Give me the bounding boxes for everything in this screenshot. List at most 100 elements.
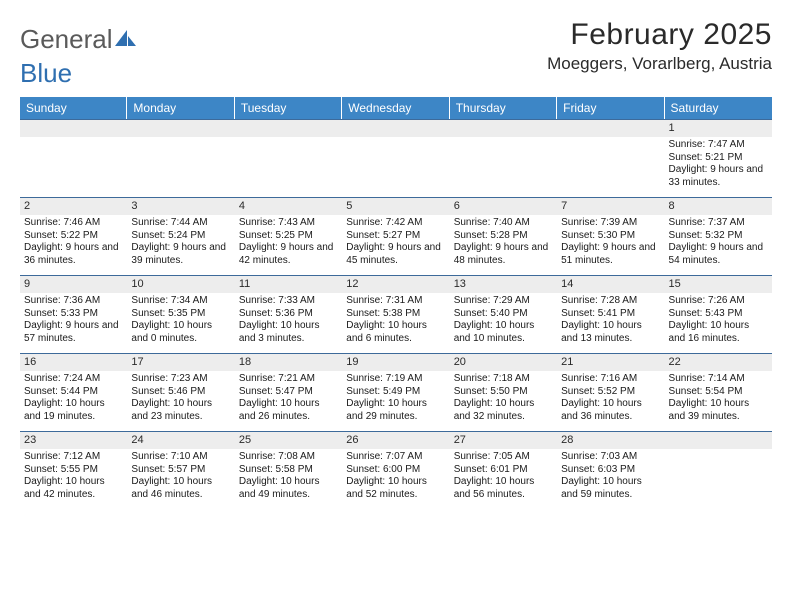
sunrise-text: Sunrise: 7:24 AM (24, 373, 123, 386)
sunset-text: Sunset: 5:55 PM (24, 464, 123, 477)
daylight-text: Daylight: 10 hours and 3 minutes. (239, 320, 338, 345)
month-title: February 2025 (547, 18, 772, 52)
sunrise-text: Sunrise: 7:10 AM (131, 451, 230, 464)
day-cell (557, 119, 664, 197)
day-number: 14 (557, 275, 664, 293)
sunset-text: Sunset: 5:32 PM (669, 230, 768, 243)
sunrise-text: Sunrise: 7:23 AM (131, 373, 230, 386)
day-header: Monday (127, 97, 234, 119)
day-cell: 22Sunrise: 7:14 AMSunset: 5:54 PMDayligh… (665, 353, 772, 431)
day-number: 23 (20, 431, 127, 449)
day-cell: 2Sunrise: 7:46 AMSunset: 5:22 PMDaylight… (20, 197, 127, 275)
day-cell: 8 Sunrise: 7:37 AMSunset: 5:32 PMDaylight… (665, 197, 772, 275)
sunrise-text: Sunrise: 7:33 AM (239, 295, 338, 308)
day-cell: 9Sunrise: 7:36 AMSunset: 5:33 PMDaylight… (20, 275, 127, 353)
sunset-text: Sunset: 6:03 PM (561, 464, 660, 477)
logo-text-b: Blue (20, 58, 72, 89)
day-header-row: SundayMondayTuesdayWednesdayThursdayFrid… (20, 97, 772, 119)
day-cell (20, 119, 127, 197)
day-number: 25 (235, 431, 342, 449)
sunrise-text: Sunrise: 7:36 AM (24, 295, 123, 308)
day-number: 22 (665, 353, 772, 371)
day-cell: 24Sunrise: 7:10 AMSunset: 5:57 PMDayligh… (127, 431, 234, 509)
week-row: 9Sunrise: 7:36 AMSunset: 5:33 PMDaylight… (20, 275, 772, 353)
day-cell (665, 431, 772, 509)
day-header: Tuesday (235, 97, 342, 119)
day-number: 9 (20, 275, 127, 293)
sunrise-text: Sunrise: 7:07 AM (346, 451, 445, 464)
daylight-text: Daylight: 10 hours and 36 minutes. (561, 398, 660, 423)
day-header: Wednesday (342, 97, 449, 119)
sunrise-text: Sunrise: 7:46 AM (24, 217, 123, 230)
daylight-text: Daylight: 9 hours and 45 minutes. (346, 242, 445, 267)
daylight-text: Daylight: 9 hours and 33 minutes. (669, 164, 768, 189)
daylight-text: Daylight: 10 hours and 13 minutes. (561, 320, 660, 345)
day-number: 12 (342, 275, 449, 293)
sunset-text: Sunset: 6:00 PM (346, 464, 445, 477)
sunset-text: Sunset: 5:43 PM (669, 308, 768, 321)
sunset-text: Sunset: 5:52 PM (561, 386, 660, 399)
week-row: 23Sunrise: 7:12 AMSunset: 5:55 PMDayligh… (20, 431, 772, 509)
sunset-text: Sunset: 5:35 PM (131, 308, 230, 321)
week-row: 16Sunrise: 7:24 AMSunset: 5:44 PMDayligh… (20, 353, 772, 431)
daylight-text: Daylight: 9 hours and 57 minutes. (24, 320, 123, 345)
day-cell: 5Sunrise: 7:42 AMSunset: 5:27 PMDaylight… (342, 197, 449, 275)
sunrise-text: Sunrise: 7:18 AM (454, 373, 553, 386)
day-header: Saturday (665, 97, 772, 119)
day-cell: 21Sunrise: 7:16 AMSunset: 5:52 PMDayligh… (557, 353, 664, 431)
sunrise-text: Sunrise: 7:34 AM (131, 295, 230, 308)
day-cell: 11Sunrise: 7:33 AMSunset: 5:36 PMDayligh… (235, 275, 342, 353)
logo-text-a: General (20, 24, 113, 55)
day-cell: 27Sunrise: 7:05 AMSunset: 6:01 PMDayligh… (450, 431, 557, 509)
week-row: 1Sunrise: 7:47 AMSunset: 5:21 PMDaylight… (20, 119, 772, 197)
day-cell: 19Sunrise: 7:19 AMSunset: 5:49 PMDayligh… (342, 353, 449, 431)
day-number: 8 (665, 197, 772, 215)
day-number: 10 (127, 275, 234, 293)
daylight-text: Daylight: 9 hours and 54 minutes. (669, 242, 768, 267)
sunset-text: Sunset: 5:38 PM (346, 308, 445, 321)
sunset-text: Sunset: 5:41 PM (561, 308, 660, 321)
day-number: 6 (450, 197, 557, 215)
daylight-text: Daylight: 9 hours and 48 minutes. (454, 242, 553, 267)
daylight-text: Daylight: 10 hours and 59 minutes. (561, 476, 660, 501)
day-number (127, 119, 234, 137)
day-cell (235, 119, 342, 197)
sunrise-text: Sunrise: 7:37 AM (669, 217, 768, 230)
sunset-text: Sunset: 5:54 PM (669, 386, 768, 399)
day-number: 4 (235, 197, 342, 215)
day-number: 13 (450, 275, 557, 293)
day-number: 28 (557, 431, 664, 449)
sunset-text: Sunset: 5:28 PM (454, 230, 553, 243)
day-cell (450, 119, 557, 197)
daylight-text: Daylight: 10 hours and 0 minutes. (131, 320, 230, 345)
day-cell: 6Sunrise: 7:40 AMSunset: 5:28 PMDaylight… (450, 197, 557, 275)
day-number: 11 (235, 275, 342, 293)
sunrise-text: Sunrise: 7:28 AM (561, 295, 660, 308)
day-cell: 25Sunrise: 7:08 AMSunset: 5:58 PMDayligh… (235, 431, 342, 509)
logo-sail-icon (115, 24, 137, 55)
day-cell: 18Sunrise: 7:21 AMSunset: 5:47 PMDayligh… (235, 353, 342, 431)
day-number: 18 (235, 353, 342, 371)
sunrise-text: Sunrise: 7:44 AM (131, 217, 230, 230)
day-number (235, 119, 342, 137)
day-number: 15 (665, 275, 772, 293)
sunrise-text: Sunrise: 7:16 AM (561, 373, 660, 386)
sunset-text: Sunset: 5:49 PM (346, 386, 445, 399)
day-cell: 3Sunrise: 7:44 AMSunset: 5:24 PMDaylight… (127, 197, 234, 275)
daylight-text: Daylight: 10 hours and 46 minutes. (131, 476, 230, 501)
daylight-text: Daylight: 10 hours and 32 minutes. (454, 398, 553, 423)
sunset-text: Sunset: 5:44 PM (24, 386, 123, 399)
sunrise-text: Sunrise: 7:31 AM (346, 295, 445, 308)
daylight-text: Daylight: 9 hours and 39 minutes. (131, 242, 230, 267)
day-header: Friday (557, 97, 664, 119)
sunset-text: Sunset: 5:30 PM (561, 230, 660, 243)
sunrise-text: Sunrise: 7:29 AM (454, 295, 553, 308)
day-cell: 16Sunrise: 7:24 AMSunset: 5:44 PMDayligh… (20, 353, 127, 431)
sunrise-text: Sunrise: 7:47 AM (669, 139, 768, 152)
title-block: February 2025 Moeggers, Vorarlberg, Aust… (547, 18, 772, 74)
location: Moeggers, Vorarlberg, Austria (547, 54, 772, 74)
sunset-text: Sunset: 5:27 PM (346, 230, 445, 243)
sunset-text: Sunset: 5:21 PM (669, 152, 768, 165)
day-number: 7 (557, 197, 664, 215)
day-header: Sunday (20, 97, 127, 119)
